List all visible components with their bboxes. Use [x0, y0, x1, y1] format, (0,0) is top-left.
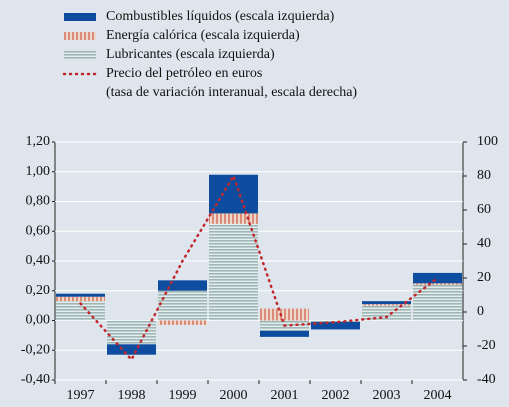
y2-tick-label: 100: [477, 134, 498, 149]
x-tick-label: 2004: [424, 388, 452, 403]
y-tick-label: 0,00: [26, 313, 51, 328]
x-tick-label: 1999: [169, 388, 197, 403]
x-tick-label: 2002: [322, 388, 350, 403]
x-tick-label: 2001: [271, 388, 299, 403]
x-tick-label: 2000: [220, 388, 248, 403]
bar: [107, 344, 156, 355]
bar: [209, 213, 258, 224]
line-series: [79, 173, 439, 362]
bar: [158, 290, 207, 321]
legend-label: Energía calórica (escala izquierda): [106, 28, 300, 43]
y-tick-label: 0,80: [26, 194, 51, 209]
y-tick-label: 0,40: [26, 253, 51, 268]
legend-label: Precio del petróleo en euros: [106, 66, 262, 81]
y2-tick-label: -40: [477, 372, 496, 387]
legend-swatch: [64, 13, 96, 21]
bar: [158, 320, 207, 325]
y2-tick-label: 80: [477, 168, 491, 183]
y2-tick-label: 20: [477, 270, 491, 285]
x-tick-label: 1997: [67, 388, 95, 403]
bar: [209, 174, 258, 214]
bar: [56, 293, 105, 297]
y-tick-label: 0,60: [26, 223, 51, 238]
legend-note: (tasa de variación interanual, escala de…: [106, 85, 357, 100]
legend-swatch: [64, 51, 96, 59]
bar: [362, 304, 411, 306]
bar: [260, 308, 309, 321]
bar: [311, 320, 360, 322]
bar: [107, 320, 156, 345]
bar: [56, 296, 105, 302]
bar: [260, 330, 309, 337]
y-tick-label: -0,20: [21, 342, 50, 357]
y-tick-label: 1,00: [26, 164, 51, 179]
y2-tick-label: 40: [477, 236, 491, 251]
x-tick-label: 1998: [118, 388, 146, 403]
bar: [362, 305, 411, 321]
x-tick-label: 2003: [373, 388, 401, 403]
bar: [311, 321, 360, 330]
bar: [413, 283, 462, 285]
y2-tick-label: -20: [477, 338, 496, 353]
legend-label: Combustibles líquidos (escala izquierda): [106, 9, 335, 24]
y2-tick-label: 0: [477, 304, 484, 319]
legend-swatch: [64, 32, 96, 40]
y-tick-label: -0,40: [21, 372, 50, 387]
y2-tick-label: 60: [477, 202, 491, 217]
y-tick-label: 0,20: [26, 283, 51, 298]
legend-label: Lubricantes (escala izquierda): [106, 47, 275, 62]
bar: [158, 280, 207, 291]
bar: [413, 272, 462, 284]
bar: [209, 223, 258, 321]
bar: [362, 301, 411, 305]
y-tick-label: 1,20: [26, 134, 51, 149]
